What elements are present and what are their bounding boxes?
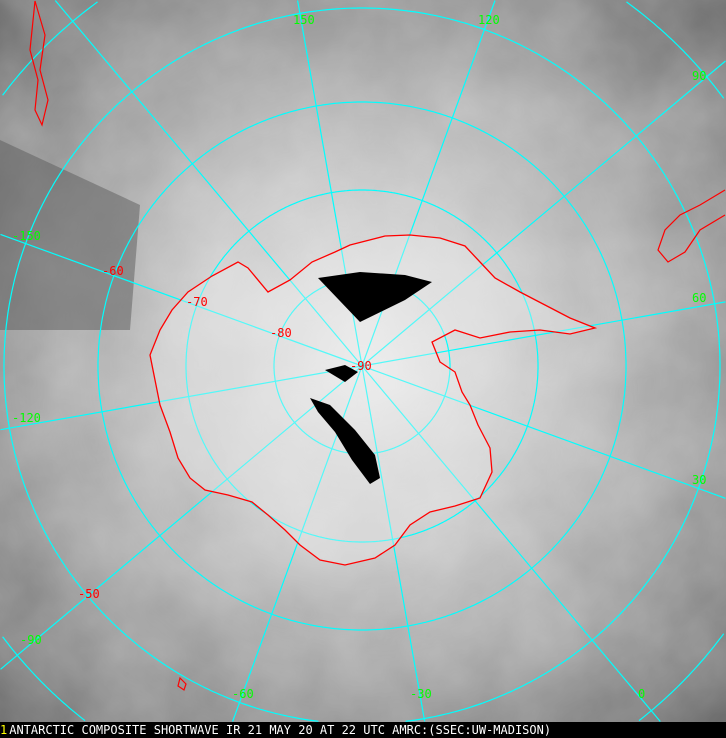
antarctica-coastline <box>149 234 598 566</box>
polar-map-image: 150 120 90 60 30 0 -30 -60 -90 -120 -150 -50 -60 -70 -… <box>0 0 726 722</box>
data-gap-strip <box>0 140 140 330</box>
frame-marker: 1 <box>0 723 8 737</box>
meridian-line <box>361 60 726 367</box>
latitude-circle <box>185 189 539 543</box>
new-zealand-coastline <box>29 0 49 127</box>
meridian-line <box>361 365 726 499</box>
longitude-label: 90 <box>692 69 706 83</box>
longitude-label: -90 <box>20 633 42 647</box>
scattered-no-data-pixels <box>310 365 380 484</box>
graticule-labels: 150 120 90 60 30 0 -30 -60 -90 -120 -150 -50 -60 -70 -… <box>12 13 706 701</box>
image-caption: 1 ANTARCTIC COMPOSITE SHORTWAVE IR 21 MAY… <box>0 722 726 738</box>
longitude-label: -60 <box>232 687 254 701</box>
south-america-coastline <box>657 189 726 263</box>
no-data-wedge <box>318 272 432 322</box>
meridian-line <box>54 0 363 367</box>
latitude-label: -60 <box>102 264 124 278</box>
latitude-label: -90 <box>350 359 372 373</box>
longitude-label: 120 <box>478 13 500 27</box>
longitude-label: 0 <box>638 687 645 701</box>
longitude-label: 30 <box>692 473 706 487</box>
latitude-circle <box>3 7 721 722</box>
latitude-circle <box>97 101 627 631</box>
meridian-line <box>0 365 363 431</box>
longitude-label: -120 <box>12 411 41 425</box>
latitude-label: -80 <box>270 326 292 340</box>
longitude-label: 60 <box>692 291 706 305</box>
meridian-line <box>361 365 661 722</box>
meridian-line <box>361 365 426 722</box>
meridian-line <box>361 301 726 367</box>
latitude-label: -70 <box>186 295 208 309</box>
longitude-label: 150 <box>293 13 315 27</box>
island-coastline <box>177 676 187 691</box>
longitude-label: -30 <box>410 687 432 701</box>
latitude-circle <box>2 1 725 722</box>
cloud-texture <box>0 0 726 722</box>
longitude-label: -150 <box>12 229 41 243</box>
meridian-line <box>0 365 363 670</box>
caption-text: ANTARCTIC COMPOSITE SHORTWAVE IR 21 MAY … <box>9 723 552 737</box>
latitude-label: -50 <box>78 587 100 601</box>
graticule <box>0 0 726 722</box>
